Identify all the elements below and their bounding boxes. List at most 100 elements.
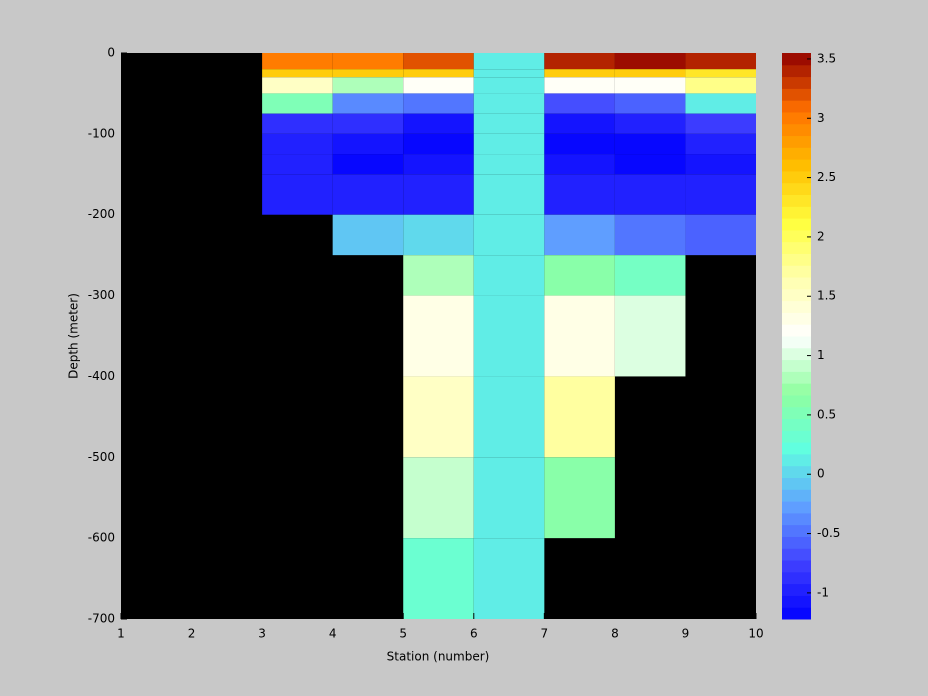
- heatmap-cell: [473, 133, 545, 155]
- heatmap-cell: [403, 295, 474, 377]
- colorbar-band: [782, 477, 811, 490]
- y-tick-label: -500: [88, 450, 115, 464]
- heatmap-cell: [614, 69, 686, 78]
- heatmap-cell: [403, 77, 474, 94]
- heatmap-cell: [544, 174, 615, 215]
- heatmap-cell: [473, 154, 545, 175]
- heatmap-cell: [403, 174, 474, 215]
- x-axis-label: Station (number): [387, 650, 490, 664]
- colorbar-band: [782, 359, 811, 372]
- heatmap-cell: [262, 113, 333, 134]
- heatmap-cell: [544, 113, 615, 134]
- colorbar-band: [782, 300, 811, 313]
- colorbar-band: [782, 595, 811, 608]
- heatmap-cell: [403, 214, 474, 256]
- heatmap-cell: [262, 154, 333, 175]
- heatmap-cell: [544, 53, 615, 70]
- heatmap-cell: [403, 133, 474, 155]
- colorbar-band: [782, 241, 811, 254]
- colorbar-band: [782, 560, 811, 573]
- colorbar-tick-label: 0: [817, 467, 825, 481]
- heatmap-cell: [262, 77, 333, 94]
- heatmap-cell: [544, 154, 615, 175]
- colorbar-band: [782, 159, 811, 172]
- colorbar-band: [782, 336, 811, 349]
- heatmap-cell: [685, 53, 756, 70]
- colorbar-band: [782, 76, 811, 89]
- colorbar-band: [782, 206, 811, 219]
- heatmap-cell: [473, 295, 545, 377]
- heatmap-cell: [262, 53, 333, 70]
- heatmap-cell: [262, 174, 333, 215]
- colorbar-band: [782, 170, 811, 184]
- heatmap-cell: [614, 113, 686, 134]
- colorbar-band: [782, 253, 811, 266]
- heatmap-cell: [403, 69, 474, 78]
- heatmap-cell: [332, 133, 404, 155]
- x-tick-label: 6: [470, 627, 478, 641]
- colorbar-band: [782, 548, 811, 561]
- colorbar-band: [782, 607, 811, 620]
- colorbar-band: [782, 583, 811, 596]
- heatmap-cell: [403, 376, 474, 458]
- heatmap-cell: [544, 295, 615, 377]
- y-tick-label: -200: [88, 207, 115, 221]
- heatmap-cell: [473, 69, 545, 78]
- heatmap-cell: [614, 174, 686, 215]
- heatmap-cell: [262, 93, 333, 114]
- colorbar-band: [782, 277, 811, 290]
- colorbar-band: [782, 229, 811, 243]
- colorbar-band: [782, 265, 811, 278]
- x-tick-label: 4: [329, 627, 337, 641]
- heatmap-cell: [614, 295, 686, 377]
- colorbar-tick-label: 3.5: [817, 51, 836, 65]
- heatmap-cell: [403, 154, 474, 175]
- heatmap-cell: [685, 77, 756, 94]
- colorbar-tick-label: 2: [817, 229, 825, 243]
- heatmap-cell: [685, 69, 756, 78]
- heatmap-cell: [403, 113, 474, 134]
- heatmap-cell: [614, 133, 686, 155]
- colorbar-band: [782, 53, 811, 66]
- x-tick-label: 9: [682, 627, 690, 641]
- heatmap-cell: [332, 93, 404, 114]
- heatmap-cell: [685, 154, 756, 175]
- heatmap-cell: [332, 214, 404, 256]
- colorbar-tick-label: 0.5: [817, 407, 836, 421]
- heatmap-cell: [685, 174, 756, 215]
- colorbar-band: [782, 288, 811, 302]
- colorbar-band: [782, 571, 811, 585]
- heatmap-cell: [473, 376, 545, 458]
- y-tick-label: 0: [107, 46, 115, 60]
- heatmap-cell: [473, 174, 545, 215]
- colorbar-band: [782, 123, 811, 137]
- heatmap-cell: [473, 214, 545, 256]
- heatmap-cell: [544, 457, 615, 539]
- colorbar-tick-label: 2.5: [817, 170, 836, 184]
- colorbar-band: [782, 371, 811, 384]
- heatmap-cell: [614, 53, 686, 70]
- colorbar-band: [782, 135, 811, 148]
- heatmap-cell: [544, 255, 615, 296]
- colorbar-band: [782, 453, 811, 467]
- heatmap-cell: [473, 538, 545, 619]
- heatmap-cell: [544, 93, 615, 114]
- heatmap-cell: [403, 255, 474, 296]
- colorbar-band: [782, 465, 811, 478]
- heatmap-cell: [614, 77, 686, 94]
- heatmap-cell: [403, 538, 474, 619]
- heatmap-cell: [332, 154, 404, 175]
- heatmap-cell: [685, 133, 756, 155]
- y-tick-label: -100: [88, 126, 115, 140]
- colorbar-band: [782, 512, 811, 526]
- heatmap-cell: [544, 77, 615, 94]
- colorbar-band: [782, 430, 811, 443]
- colorbar-band: [782, 418, 811, 431]
- colorbar-band: [782, 524, 811, 537]
- colorbar-tick-label: 1: [817, 348, 825, 362]
- colorbar-band: [782, 536, 811, 549]
- colorbar-band: [782, 218, 811, 231]
- heatmap-cell: [614, 154, 686, 175]
- colorbar-band: [782, 182, 811, 195]
